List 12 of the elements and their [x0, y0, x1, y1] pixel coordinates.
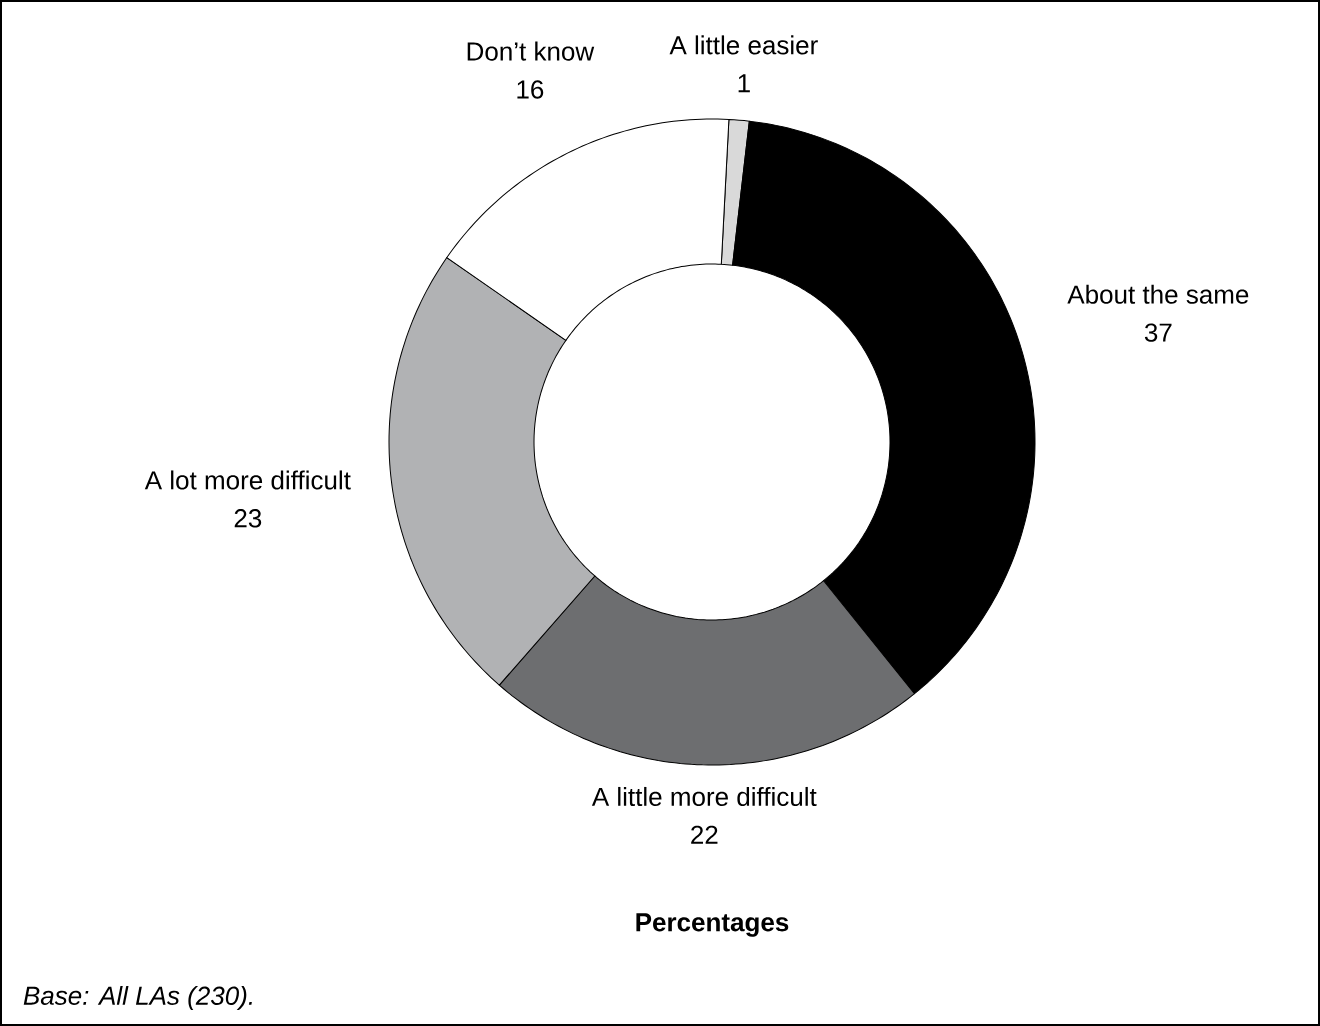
- data-label: 16: [517, 80, 544, 99]
- slice-label: A little more difficult: [591, 786, 817, 807]
- data-label: 22: [691, 825, 718, 844]
- data-label: 1: [738, 74, 750, 93]
- slice-label: About the same: [1067, 284, 1249, 304]
- data-label: 37: [1144, 323, 1172, 342]
- text: Percentages: [636, 913, 789, 937]
- data-label: 23: [234, 509, 262, 528]
- slice-label: A little easier: [669, 35, 818, 55]
- slice-label: A lot more difficult: [144, 470, 351, 490]
- slice-label: Don’t know: [467, 41, 595, 61]
- text: Base: All LAs (230).: [23, 985, 252, 1011]
